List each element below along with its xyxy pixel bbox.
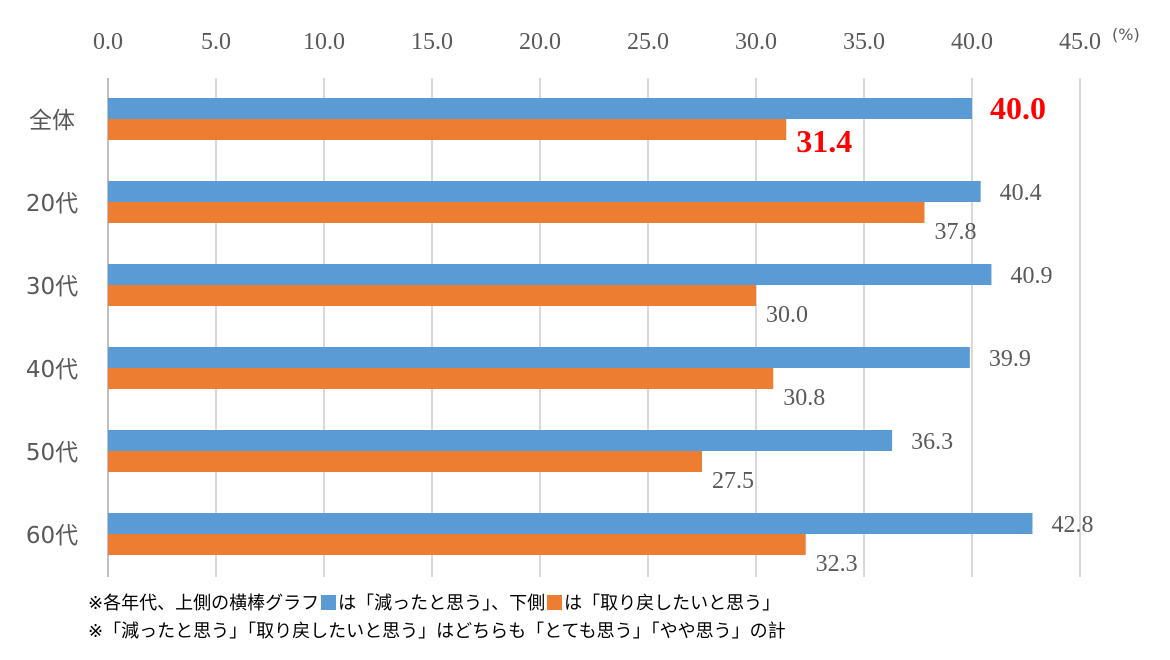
x-axis-ticks: 0.0 5.0 10.0 15.0 20.0 25.0 30.0 35.0 40.0 45.0 [93, 29, 1101, 55]
tick-label: 35.0 [843, 29, 885, 55]
note-text: は「取り戻したいと思う」 [564, 593, 781, 614]
category-label: 30代 [26, 274, 78, 300]
bar [108, 264, 992, 285]
data-label: 32.3 [816, 551, 858, 577]
tick-label: 30.0 [735, 29, 777, 55]
bar [108, 451, 702, 472]
chart-notes: ※各年代、上側の横棒グラフ は「減ったと思う」、下側 は「取り戻したいと思う」 ※「… [88, 590, 1158, 646]
bar [108, 534, 806, 555]
bar [108, 98, 972, 119]
bar [108, 347, 970, 368]
data-label: 39.9 [989, 346, 1031, 372]
bars [108, 98, 1033, 555]
category-labels: 全体 20代 30代 40代 50代 60代 [26, 108, 78, 549]
category-label: 60代 [26, 523, 78, 549]
gridlines [215, 78, 1081, 577]
tick-label: 5.0 [201, 29, 231, 55]
note-line-2: ※「減ったと思う」「取り戻したいと思う」はどちらも「とても思う」「やや思う」の計 [88, 621, 786, 642]
data-label: 40.0 [990, 90, 1046, 126]
data-label: 37.8 [934, 219, 976, 245]
data-labels: 40.0 31.4 40.4 37.8 40.9 30.0 39.9 30.8 36.3 27.5… [712, 90, 1093, 577]
tick-label: 15.0 [411, 29, 453, 55]
bar [108, 430, 893, 451]
data-label: 27.5 [712, 468, 754, 494]
tick-label: 0.0 [93, 29, 123, 55]
bar [108, 368, 774, 389]
note-text: ※各年代、上側の横棒グラフ [88, 593, 320, 614]
tick-label: 10.0 [303, 29, 345, 55]
bar [108, 181, 981, 202]
data-label: 40.4 [1000, 180, 1042, 206]
data-label: 30.8 [783, 385, 825, 411]
data-label: 40.9 [1010, 263, 1052, 289]
tick-label: 40.0 [951, 29, 993, 55]
data-label: 36.3 [911, 429, 953, 455]
tick-label: 25.0 [627, 29, 669, 55]
bar [108, 119, 787, 140]
category-label: 50代 [26, 440, 78, 466]
bar-chart: 0.0 5.0 10.0 15.0 20.0 25.0 30.0 35.0 40.0 45.0 (… [26, 25, 1140, 577]
category-label: 全体 [29, 108, 75, 134]
category-label: 40代 [26, 357, 78, 383]
legend-swatch-blue [321, 595, 337, 610]
note-line-1: ※各年代、上側の横棒グラフ は「減ったと思う」、下側 は「取り戻したいと思う」 [88, 590, 1158, 618]
note-text: は「減ったと思う」、下側 [338, 593, 546, 614]
bar [108, 202, 925, 223]
x-axis-unit: (%) [1112, 25, 1140, 44]
category-label: 20代 [26, 191, 78, 217]
data-label: 31.4 [796, 123, 852, 159]
legend-swatch-orange [547, 595, 563, 610]
data-label: 30.0 [766, 302, 808, 328]
data-label: 42.8 [1051, 512, 1093, 538]
bar [108, 285, 756, 306]
tick-label: 20.0 [519, 29, 561, 55]
bar [108, 513, 1033, 534]
tick-label: 45.0 [1059, 29, 1101, 55]
